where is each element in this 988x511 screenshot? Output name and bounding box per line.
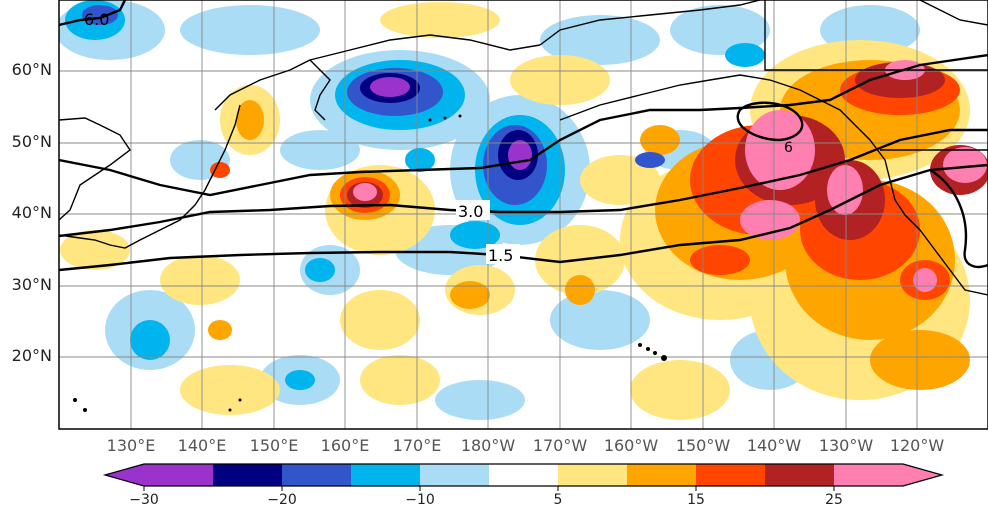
lon-label-130e: 130°E bbox=[106, 436, 156, 455]
lat-label-30n: 30°N bbox=[11, 275, 52, 294]
lon-label-140w: 140°W bbox=[746, 436, 802, 455]
colorbar-segment bbox=[144, 464, 213, 486]
lon-label-150e: 150°E bbox=[249, 436, 299, 455]
colorbar-tick-label: −10 bbox=[405, 492, 435, 508]
lon-label-180w: 180°W bbox=[460, 436, 516, 455]
contour-label-6.0: 6.0 bbox=[84, 10, 109, 29]
colorbar-tick-label: 15 bbox=[687, 492, 705, 508]
colorbar-tick-label: −20 bbox=[267, 492, 297, 508]
colorbar-extend-high bbox=[903, 464, 942, 486]
contour-label-6: 6 bbox=[784, 140, 793, 156]
colorbar-segment bbox=[834, 464, 903, 486]
colorbar-segment bbox=[765, 464, 834, 486]
lat-label-20n: 20°N bbox=[11, 346, 52, 365]
lon-label-130w: 130°W bbox=[818, 436, 874, 455]
colorbar-tick-label: 5 bbox=[553, 492, 563, 508]
contour-label-3.0: 3.0 bbox=[458, 202, 483, 221]
colorbar-segment bbox=[351, 464, 420, 486]
colorbar-tick-label: 25 bbox=[825, 492, 843, 508]
lat-label-60n: 60°N bbox=[11, 60, 52, 79]
colorbar-segment bbox=[489, 464, 558, 486]
colorbar-ticks bbox=[143, 486, 835, 491]
coastlines bbox=[59, 0, 988, 296]
colorbar-segment bbox=[627, 464, 696, 486]
anomaly-field bbox=[59, 0, 988, 429]
lat-label-40n: 40°N bbox=[11, 203, 52, 222]
contour-lines bbox=[59, 0, 988, 272]
contour-label-group: 6.0 3.0 1.5 6 bbox=[84, 10, 793, 265]
colorbar-segment bbox=[696, 464, 765, 486]
lon-label-160e: 160°E bbox=[320, 436, 370, 455]
colorbar-segment bbox=[213, 464, 282, 486]
colorbar-segment bbox=[420, 464, 489, 486]
lon-label-170e: 170°E bbox=[392, 436, 442, 455]
colorbar-segment bbox=[558, 464, 627, 486]
contour-label-1.5: 1.5 bbox=[488, 246, 513, 265]
map-border bbox=[58, 0, 988, 430]
lon-label-140e: 140°E bbox=[177, 436, 227, 455]
islands bbox=[73, 114, 667, 412]
lon-label-120w: 120°W bbox=[889, 436, 945, 455]
colorbar-segment bbox=[282, 464, 351, 486]
lat-label-50n: 50°N bbox=[11, 132, 52, 151]
colorbar bbox=[102, 463, 945, 491]
lon-label-170w: 170°W bbox=[532, 436, 588, 455]
graticule bbox=[59, 0, 988, 429]
colorbar-extend-low bbox=[105, 464, 144, 486]
colorbar-tick-label: −30 bbox=[129, 492, 159, 508]
lon-label-150w: 150°W bbox=[675, 436, 731, 455]
lon-label-160w: 160°W bbox=[603, 436, 659, 455]
